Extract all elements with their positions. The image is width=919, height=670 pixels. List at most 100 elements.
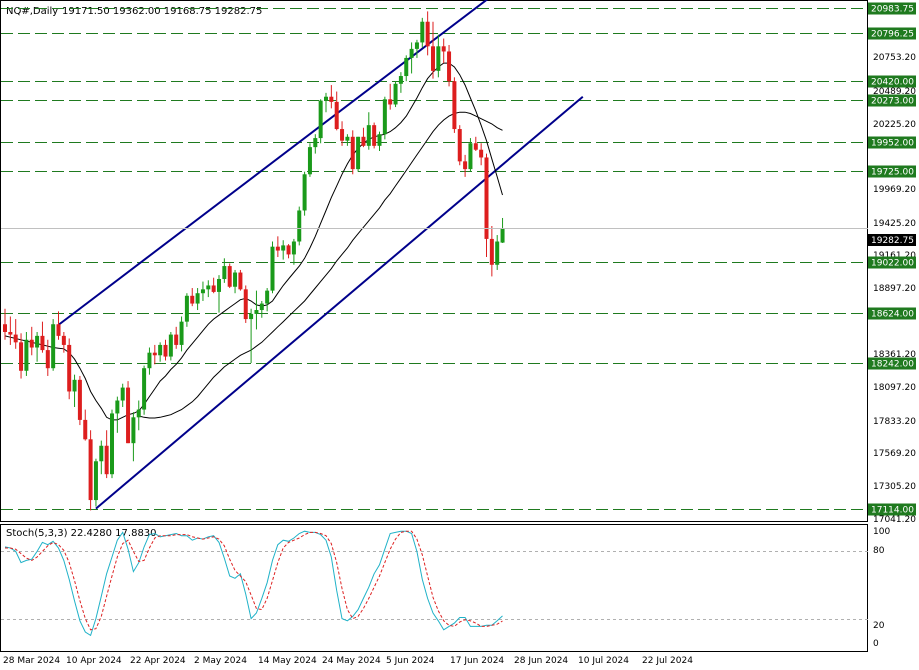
price-tick: 20753.20 [873,53,916,63]
stoch-axis: 100 80 20 0 [873,527,890,649]
bull-candle [51,324,56,369]
bear-candle [479,149,484,158]
bull-candle [142,368,147,410]
bear-candle [441,46,446,52]
bear-candle [334,101,339,130]
time-tick: 5 Jun 2024 [386,656,435,666]
bear-candle [275,246,280,251]
price-tick: 20225.20 [873,120,916,130]
channel-upper-line [57,0,489,326]
bear-candle [8,331,13,335]
ma-slow-line [138,111,503,419]
time-tick: 22 Jul 2024 [642,656,693,666]
bull-candle [436,46,441,71]
bear-candle [388,99,393,105]
time-axis: 28 Mar 2024 10 Apr 2024 22 Apr 2024 2 Ma… [3,656,693,666]
level-label: 19952.00 [871,139,914,149]
bear-candle [452,81,457,130]
price-tick: 17569.20 [873,449,916,459]
bear-candle [19,342,24,371]
candles [3,11,505,511]
stoch-tick: 80 [873,546,885,556]
bull-candle [393,83,398,105]
stoch-label: Stoch(5,3,3) 22.4280 17.8830 [6,528,157,539]
bull-candle [206,285,211,290]
bear-candle [286,245,291,255]
price-channel [57,0,584,510]
bull-candle [147,352,152,369]
bull-candle [35,335,40,348]
level-label: 20796.25 [871,30,914,40]
bear-candle [350,136,355,170]
bear-candle [104,445,109,475]
time-tick: 28 Mar 2024 [3,656,60,666]
bear-candle [243,289,248,320]
bull-candle [297,210,302,242]
bull-candle [249,313,254,320]
stoch-tick: 100 [873,527,890,537]
bull-candle [302,174,307,211]
bull-candle [115,400,120,414]
bull-candle [366,125,371,146]
level-box [868,2,916,15]
time-tick: 2 May 2024 [194,656,247,666]
bear-candle [457,129,462,162]
current-price-box [868,234,916,246]
bear-candle [190,295,195,304]
bull-candle [24,339,29,371]
price-tick: 17833.20 [873,417,916,427]
bull-candle [93,461,98,501]
bear-candle [13,334,18,343]
ohlc-readout: 19171.50 19362.00 19168.75 19282.75 [62,6,262,17]
bull-candle [345,136,350,141]
bull-candle [409,48,414,58]
bear-candle [329,96,334,102]
horizontal-levels: 20983.75 20796.25 20420.00 20273.00 19952.00… [1,2,916,516]
price-tick: 17305.20 [873,482,916,492]
price-tick: 19969.20 [873,185,916,195]
bear-candle [40,335,45,351]
bear-candle [425,21,430,47]
level-box [868,256,916,269]
bear-candle [174,334,179,345]
bull-candle [168,334,173,357]
channel-lower-line [95,95,584,510]
price-tick: 20489.20 [873,87,916,97]
bear-candle [163,344,168,357]
time-tick: 17 Jun 2024 [450,656,504,666]
bull-candle [318,100,323,139]
bull-candle [404,57,409,77]
bull-candle [377,134,382,146]
bear-candle [473,143,478,150]
bull-candle [184,295,189,322]
bear-candle [83,419,88,440]
bull-candle [217,278,221,292]
bear-candle [372,125,377,146]
price-pane-frame[interactable] [0,0,868,522]
stoch-signal-line [5,530,503,631]
bull-candle [72,379,77,392]
bull-candle [281,245,286,251]
current-price-label: 19282.75 [871,236,914,246]
level-label: 20273.00 [871,97,914,107]
bull-candle [398,76,403,84]
level-box [868,165,916,178]
stoch-pane-frame[interactable] [0,524,868,652]
bull-candle [233,272,238,287]
time-tick: 28 Jun 2024 [514,656,568,666]
price-tick: 18897.20 [873,284,916,294]
time-tick: 14 May 2024 [258,656,317,666]
level-box [868,503,916,516]
level-box [868,307,916,320]
level-label: 20983.75 [871,5,914,15]
bull-candle [179,321,184,345]
current-price-marker: 19282.75 [1,228,916,246]
level-label: 19022.00 [871,259,914,269]
bear-candle [45,350,50,369]
bear-candle [77,379,82,420]
bull-candle [265,290,270,304]
price-tick: 19425.20 [873,219,916,229]
bull-candle [324,96,328,101]
stoch-tick: 0 [873,639,879,649]
